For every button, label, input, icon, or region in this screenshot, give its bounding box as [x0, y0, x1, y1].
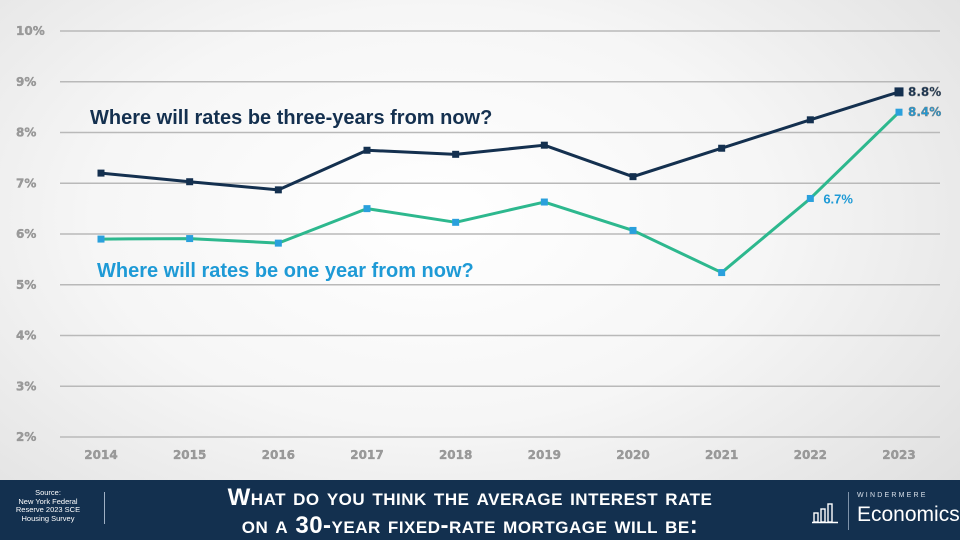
source-line: Reserve 2023 SCE [15, 505, 81, 514]
data-point [97, 169, 105, 177]
source-line: Source: [35, 488, 61, 497]
question-line-1: What do you think the average interest r… [227, 484, 713, 511]
series-title-one-year: Where will rates be one year from now? [97, 260, 474, 282]
y-tick-label: 4% [16, 329, 36, 343]
data-point [274, 186, 282, 194]
data-point [186, 178, 194, 186]
brand-divider [848, 492, 849, 530]
data-label: 6.7% [823, 191, 853, 206]
data-point [540, 141, 548, 149]
data-point [363, 146, 371, 154]
data-point [186, 235, 194, 243]
data-labels: 8.8% 8.4% 6.7% [823, 85, 941, 207]
brand-name: WINDERMERE [857, 492, 928, 499]
y-axis-tick-labels: 2% 3% 4% 5% 6% 7% 8% 9% 10% [16, 24, 45, 444]
series-line-0 [100, 90, 900, 192]
source-note: Source: New York Federal Reserve 2023 SC… [8, 488, 88, 523]
data-point [718, 144, 726, 152]
question-line-2: on a 30-year fixed-rate mortgage will be… [241, 512, 699, 539]
x-axis-tick-labels: 2014 2015 2016 2017 2018 2019 2020 2021 2022 2023 [84, 448, 916, 462]
x-tick-label: 2022 [794, 448, 827, 462]
data-point [363, 205, 371, 213]
data-point [629, 226, 637, 234]
source-line: New York Federal [18, 496, 78, 506]
series-line-1 [100, 111, 901, 275]
data-point [895, 108, 903, 116]
x-tick-label: 2018 [439, 448, 472, 462]
x-tick-label: 2014 [84, 448, 117, 462]
x-tick-label: 2020 [616, 448, 649, 462]
y-tick-label: 7% [16, 176, 36, 190]
data-point [452, 218, 460, 226]
y-tick-label: 10% [16, 24, 45, 38]
x-tick-label: 2016 [262, 448, 295, 462]
bar-chart-icon [812, 503, 838, 524]
x-tick-label: 2017 [350, 448, 383, 462]
x-tick-label: 2019 [528, 448, 561, 462]
brand-logo: WINDERMERE Economics [812, 492, 960, 532]
source-line: Housing Survey [21, 513, 75, 523]
y-tick-label: 5% [16, 278, 36, 292]
y-tick-label: 3% [16, 379, 36, 393]
data-point [274, 239, 282, 247]
end-label: 8.4% [908, 105, 941, 119]
data-point [97, 235, 105, 243]
data-point [806, 116, 814, 124]
data-point [629, 173, 637, 181]
series-title-three-year: Where will rates be three-years from now… [90, 107, 492, 129]
x-tick-label: 2015 [173, 448, 206, 462]
line-chart: 2% 3% 4% 5% 6% 7% 8% 9% 10% 2014 2015 2016 2017 2018… [16, 24, 942, 462]
brand-subtitle: Economics [857, 503, 960, 526]
data-point [806, 194, 814, 202]
y-tick-label: 9% [16, 75, 36, 89]
data-point [452, 150, 460, 158]
x-tick-label: 2021 [705, 448, 738, 462]
y-tick-label: 2% [16, 430, 36, 444]
question-heading: What do you think the average interest r… [150, 484, 790, 540]
footer-banner: Source: New York Federal Reserve 2023 SC… [0, 480, 960, 540]
y-tick-label: 8% [16, 126, 36, 140]
data-point [540, 198, 548, 206]
series-lines [97, 87, 904, 277]
data-point [894, 87, 904, 97]
gridlines [60, 30, 940, 438]
divider [104, 492, 105, 524]
data-point [718, 269, 726, 277]
x-tick-label: 2023 [882, 448, 915, 462]
y-tick-label: 6% [16, 227, 36, 241]
end-label: 8.8% [908, 85, 941, 99]
